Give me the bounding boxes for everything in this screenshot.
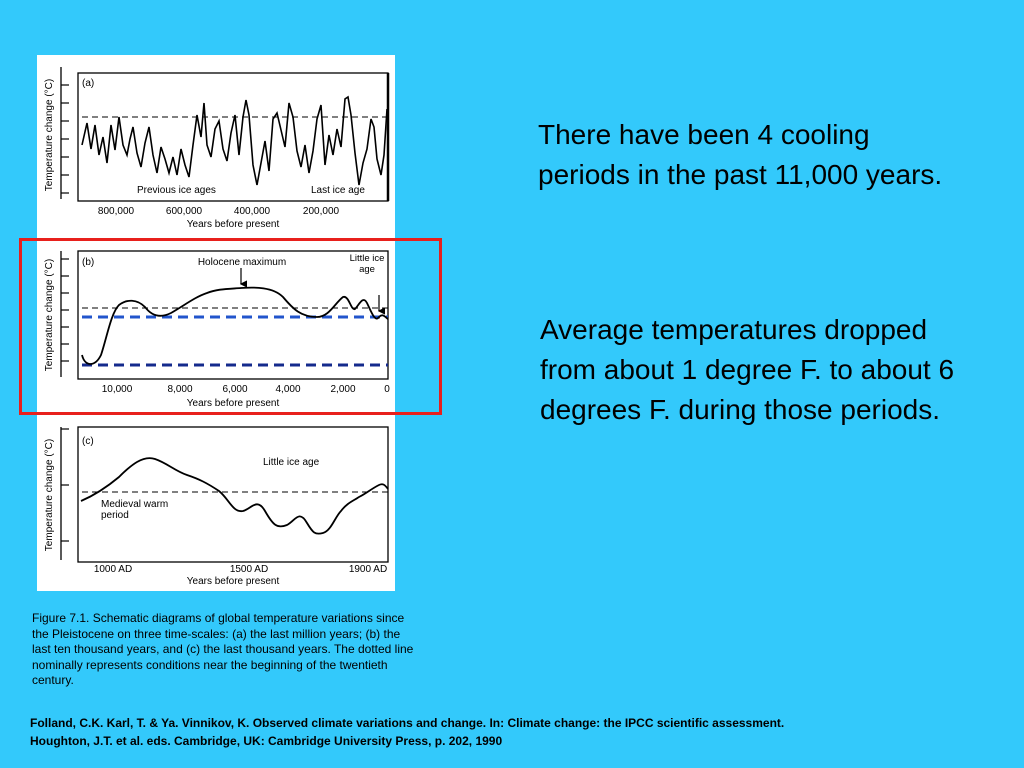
temperature-figure: Temperature change (°C) (a) Previous ice… (44, 67, 390, 587)
chart-b-y-ticks (61, 258, 69, 362)
chart-c-y-ticks (61, 428, 69, 542)
highlight-box (19, 238, 442, 415)
chart-a-xtick-3: 200,000 (303, 206, 340, 217)
figure-caption: Figure 7.1. Schematic diagrams of global… (32, 611, 414, 687)
chart-c-frame (77, 426, 389, 563)
chart-a-annotation-previous-ice-ages: Previous ice ages (137, 185, 216, 196)
chart-b-xtick-3: 4,000 (275, 384, 300, 395)
chart-b-xtick-4: 2,000 (330, 384, 355, 395)
chart-c-xtick-2: 1900 AD (349, 564, 387, 575)
chart-a-xlabel: Years before present (187, 219, 280, 230)
chart-b-frame (77, 250, 389, 380)
chart-a-ylabel: Temperature change (°C) (44, 79, 55, 191)
chart-a-xtick-1: 600,000 (166, 206, 203, 217)
chart-b-xlabel: Years before present (187, 398, 280, 409)
figure-panel: Temperature change (°C) (a) Previous ice… (37, 55, 395, 591)
chart-a-xtick-2: 400,000 (234, 206, 271, 217)
citation-line-2: Houghton, J.T. et al. eds. Cambridge, UK… (30, 734, 503, 748)
chart-b-series-line (81, 286, 389, 365)
citation: Folland, C.K. Karl, T. & Ya. Vinnikov, K… (30, 714, 990, 750)
chart-a-xtick-0: 800,000 (98, 206, 135, 217)
chart-a-y-ticks (61, 84, 69, 194)
chart-b-annotation-little-ice-age: Little ice age (349, 253, 385, 275)
chart-a-label: (a) (82, 78, 94, 89)
chart-b-xtick-2: 6,000 (222, 384, 247, 395)
chart-b-annotation-holocene-maximum: Holocene maximum (198, 257, 286, 268)
chart-c-series-line (80, 457, 389, 535)
chart-c-annotation-medieval-box: Medieval warm period (101, 499, 169, 521)
chart-b-label: (b) (82, 257, 94, 268)
chart-b-xtick-1: 8,000 (167, 384, 192, 395)
bullet-text-temperature-drop: Average temperatures dropped from about … (540, 314, 955, 425)
chart-c-ylabel: Temperature change (°C) (44, 439, 55, 551)
chart-c-annotation-medieval-warm-period: Medieval warm period (101, 499, 169, 521)
chart-b-ylabel: Temperature change (°C) (44, 259, 55, 371)
chart-c-label: (c) (82, 436, 94, 447)
chart-b: Temperature change (°C) (b) Holocene max… (44, 250, 390, 409)
chart-b-xtick-0: 10,000 (102, 384, 133, 395)
chart-c: Temperature change (°C) (c) Little ice a… (44, 426, 389, 587)
chart-c-annotation-little-ice-age: Little ice age (263, 457, 320, 468)
chart-a: Temperature change (°C) (a) Previous ice… (44, 67, 390, 230)
chart-b-annotation-little-ice-age-box: Little ice age (349, 253, 385, 275)
chart-c-xtick-0: 1000 AD (94, 564, 132, 575)
chart-b-xtick-5: 0 (384, 384, 390, 395)
chart-a-series-line (81, 95, 388, 186)
chart-a-annotation-last-ice-age: Last ice age (311, 185, 365, 196)
citation-line-1: Folland, C.K. Karl, T. & Ya. Vinnikov, K… (30, 716, 785, 730)
bullet-text-cooling-periods: There have been 4 cooling periods in the… (538, 119, 943, 190)
chart-c-xtick-1: 1500 AD (230, 564, 268, 575)
chart-c-xlabel: Years before present (187, 576, 280, 587)
